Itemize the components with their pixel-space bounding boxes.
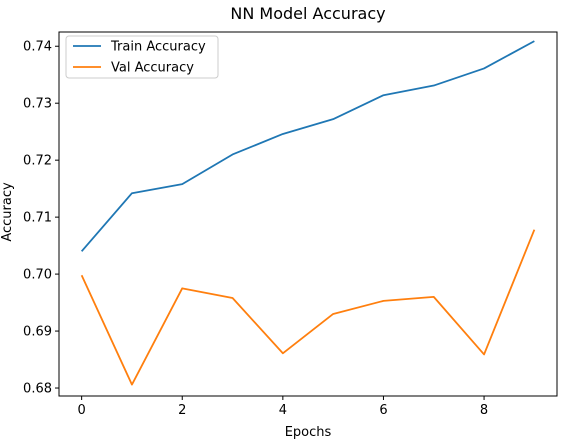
- y-axis: 0.68 0.69 0.70 0.71 0.72 0.73 0.74: [23, 40, 59, 397]
- chart-title: NN Model Accuracy: [230, 4, 385, 23]
- legend-label: Val Accuracy: [111, 61, 194, 76]
- x-tick-label: 8: [480, 403, 488, 418]
- y-tick-label: 0.71: [23, 211, 52, 226]
- x-tick-label: 4: [279, 403, 287, 418]
- y-tick-label: 0.68: [23, 382, 52, 397]
- y-tick-label: 0.73: [23, 97, 52, 112]
- series-line-train: [80, 40, 535, 252]
- x-axis-label: Epochs: [285, 425, 332, 440]
- x-tick-label: 0: [77, 403, 85, 418]
- y-tick-label: 0.70: [23, 268, 52, 283]
- y-axis-label: Accuracy: [0, 182, 15, 242]
- series-line-val: [80, 229, 536, 386]
- y-tick-label: 0.69: [23, 325, 52, 340]
- series-lines: [80, 40, 536, 386]
- legend-label: Train Accuracy: [110, 40, 206, 55]
- legend-box: [65, 35, 219, 79]
- y-tick-label: 0.74: [23, 40, 52, 55]
- legend: Train Accuracy Val Accuracy: [65, 35, 219, 79]
- plot-area: [58, 31, 558, 397]
- y-tick-label: 0.72: [23, 154, 52, 169]
- x-axis: 0 2 4 6 8: [77, 396, 488, 418]
- x-tick-label: 2: [178, 403, 186, 418]
- x-tick-label: 6: [379, 403, 387, 418]
